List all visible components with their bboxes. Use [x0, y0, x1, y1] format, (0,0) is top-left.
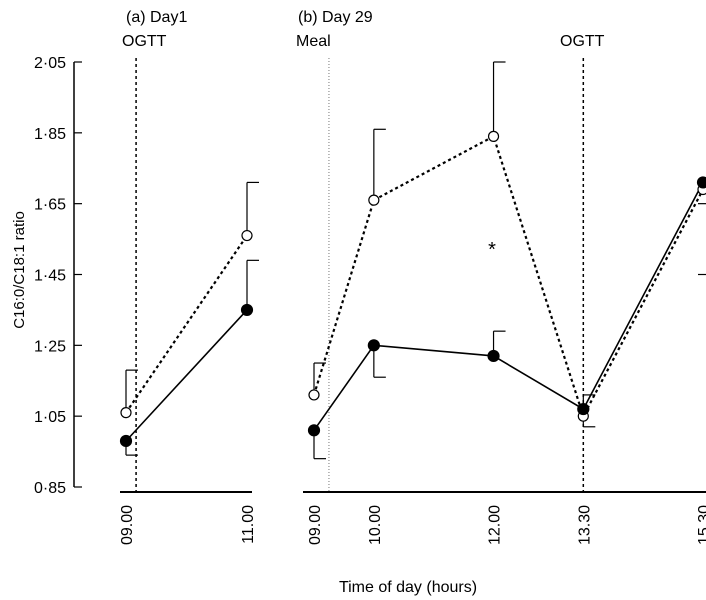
filled-point-b: [307, 424, 321, 437]
significance-asterisk: *: [488, 239, 496, 261]
open-point-a: [120, 407, 132, 419]
x-tick-label-a: 09.00: [119, 505, 136, 545]
series-line-open-a: [125, 234, 248, 414]
x-tick-label-a: 11.00: [240, 505, 257, 544]
filled-point-b: [577, 402, 590, 416]
y-tick-label: 2·05: [34, 55, 66, 72]
y-tick-label: 1·85: [34, 126, 66, 143]
panel-b-event-ogtt: OGTT: [560, 33, 605, 50]
filled-point-b: [487, 349, 500, 363]
open-point-b: [487, 130, 500, 142]
panel-a-label: (a) Day1: [126, 9, 187, 26]
open-point-a: [241, 229, 253, 242]
x-tick-label-b: 12.00: [487, 505, 504, 545]
y-tick-label: 1·45: [34, 268, 66, 285]
filled-point-b: [696, 176, 706, 189]
y-tick-label: 1·25: [34, 338, 66, 355]
panel-a-event-ogtt: OGTT: [122, 33, 167, 50]
x-axis-label: Time of day (hours): [339, 579, 477, 596]
filled-point-a: [119, 434, 133, 448]
x-tick-label-b: 15.30: [696, 505, 706, 545]
series-line-open-b: [312, 134, 704, 419]
open-point-b: [368, 194, 380, 206]
panel-b-event-meal: Meal: [296, 33, 331, 50]
filled-point-b: [367, 339, 380, 352]
panel-b-label: (b) Day 29: [298, 9, 373, 26]
x-tick-label-b: 09.00: [307, 505, 324, 545]
y-tick-label: 1·65: [34, 197, 66, 214]
x-tick-label-b: 13.30: [576, 505, 593, 545]
open-point-b: [308, 389, 320, 401]
y-axis-label: C16:0/C18:1 ratio: [11, 211, 28, 329]
y-tick-label: 1·05: [34, 409, 66, 426]
x-tick-label-b: 10.00: [367, 505, 384, 545]
y-tick-label: 0·85: [34, 480, 66, 497]
series-line-filled-b: [313, 182, 704, 431]
filled-point-a: [240, 303, 254, 317]
series-line-filled-a: [125, 309, 248, 442]
